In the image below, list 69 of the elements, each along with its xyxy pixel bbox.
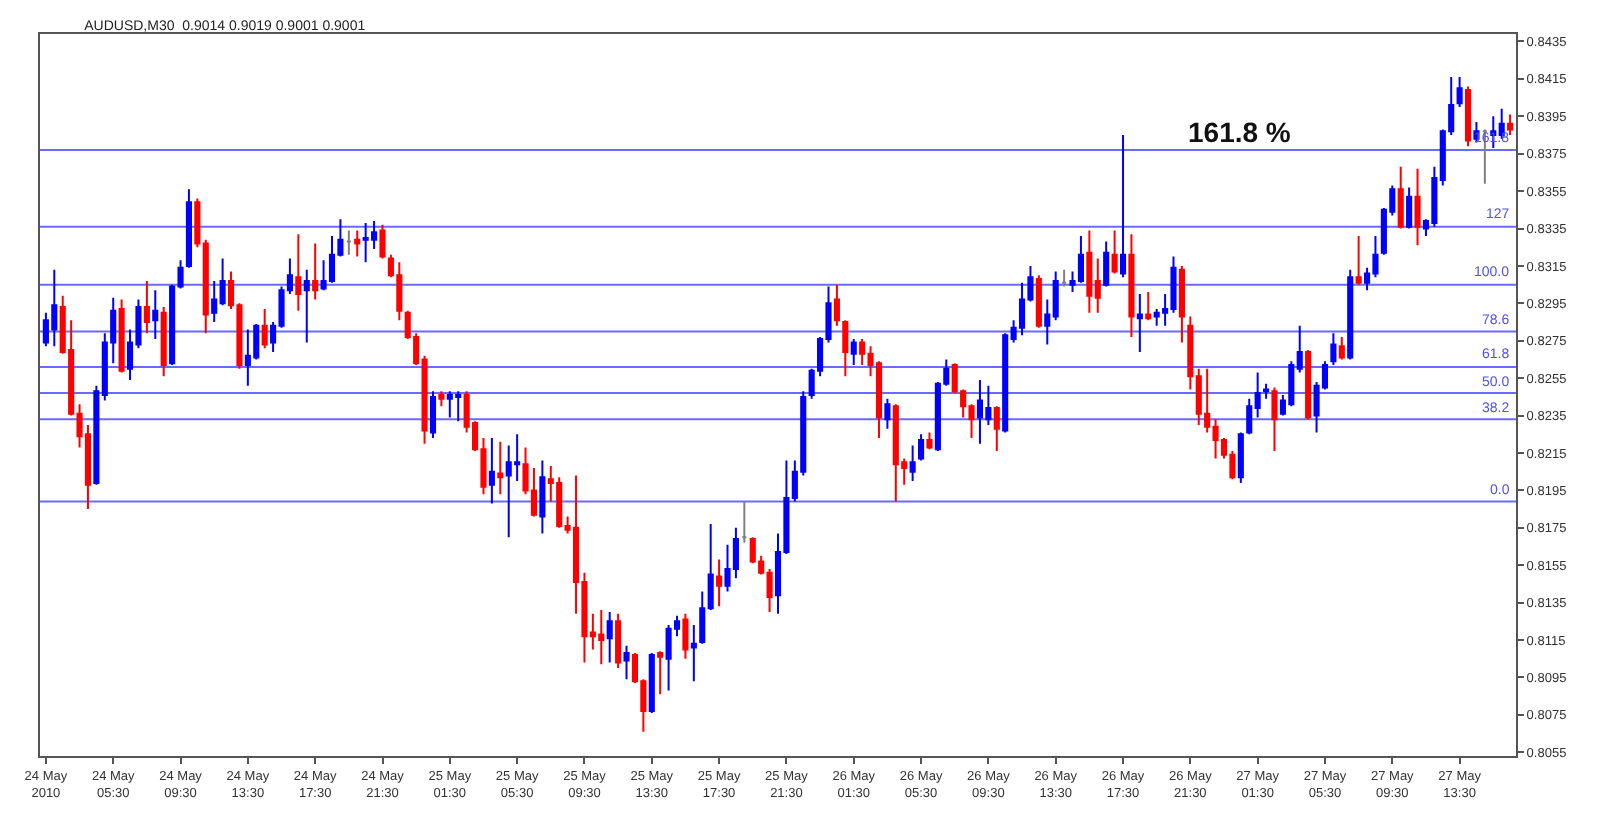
candlestick <box>1406 186 1413 230</box>
candlestick <box>1507 113 1514 136</box>
candlestick <box>1119 134 1127 279</box>
candlestick <box>842 319 849 378</box>
candlestick <box>539 459 546 535</box>
candlestick <box>657 650 664 696</box>
candlestick <box>926 431 933 451</box>
candlestick <box>1103 240 1110 288</box>
candlestick <box>429 390 437 440</box>
candlestick <box>1397 165 1404 230</box>
candlestick <box>623 644 630 681</box>
candlestick <box>682 612 689 660</box>
candlestick <box>261 307 268 350</box>
candlestick <box>1086 229 1093 314</box>
candlestick <box>244 328 251 387</box>
candlestick <box>455 390 462 423</box>
candlestick <box>648 652 655 714</box>
candlestick <box>1338 336 1345 361</box>
candlestick <box>993 405 1000 453</box>
candlestick <box>185 188 192 269</box>
candlestick <box>1456 76 1463 108</box>
candlestick <box>118 298 125 374</box>
candlestick <box>884 397 891 430</box>
candlestick <box>1263 382 1270 400</box>
candlestick <box>690 624 697 683</box>
candlestick <box>1136 293 1143 353</box>
candlestick <box>497 440 504 496</box>
candlestick <box>1355 235 1362 286</box>
candlestick <box>1305 349 1312 421</box>
candlestick <box>606 610 613 664</box>
candlestick <box>1330 332 1337 367</box>
candlestick <box>1128 233 1135 339</box>
candlestick <box>909 444 916 483</box>
candlestick <box>1237 431 1244 484</box>
candlestick <box>362 221 369 264</box>
candlestick <box>892 403 899 503</box>
candlestick <box>160 306 167 378</box>
candlestick <box>488 437 495 505</box>
candlestick <box>665 624 672 692</box>
candlestick <box>312 242 319 301</box>
candlestick <box>1111 229 1118 275</box>
candlestick <box>152 289 159 340</box>
candlestick <box>1464 85 1472 148</box>
candlestick <box>303 268 310 344</box>
candlestick <box>918 433 925 462</box>
candlestick <box>850 337 857 367</box>
candlestick <box>1271 386 1278 453</box>
candlestick <box>1178 264 1185 344</box>
candlestick <box>295 233 302 312</box>
candlestick <box>143 279 150 335</box>
candlestick <box>396 261 403 322</box>
candlestick <box>354 229 361 258</box>
candlestick <box>446 390 453 419</box>
candlestick <box>51 268 58 348</box>
candlestick <box>1414 167 1421 247</box>
candlestick <box>598 609 605 666</box>
candlestick <box>345 229 352 256</box>
candlestick <box>1035 274 1042 329</box>
candlestick <box>1061 268 1068 288</box>
candlestick <box>1077 235 1084 284</box>
candlestick <box>716 558 723 608</box>
annotation: 161.8 % <box>1188 116 1292 148</box>
candlestick <box>741 500 748 544</box>
candlestick <box>976 379 984 445</box>
candlestick <box>833 283 840 327</box>
candlestick <box>615 612 622 670</box>
candlestick <box>1145 291 1152 322</box>
candlestick <box>1347 268 1354 361</box>
candlestick <box>438 390 445 408</box>
